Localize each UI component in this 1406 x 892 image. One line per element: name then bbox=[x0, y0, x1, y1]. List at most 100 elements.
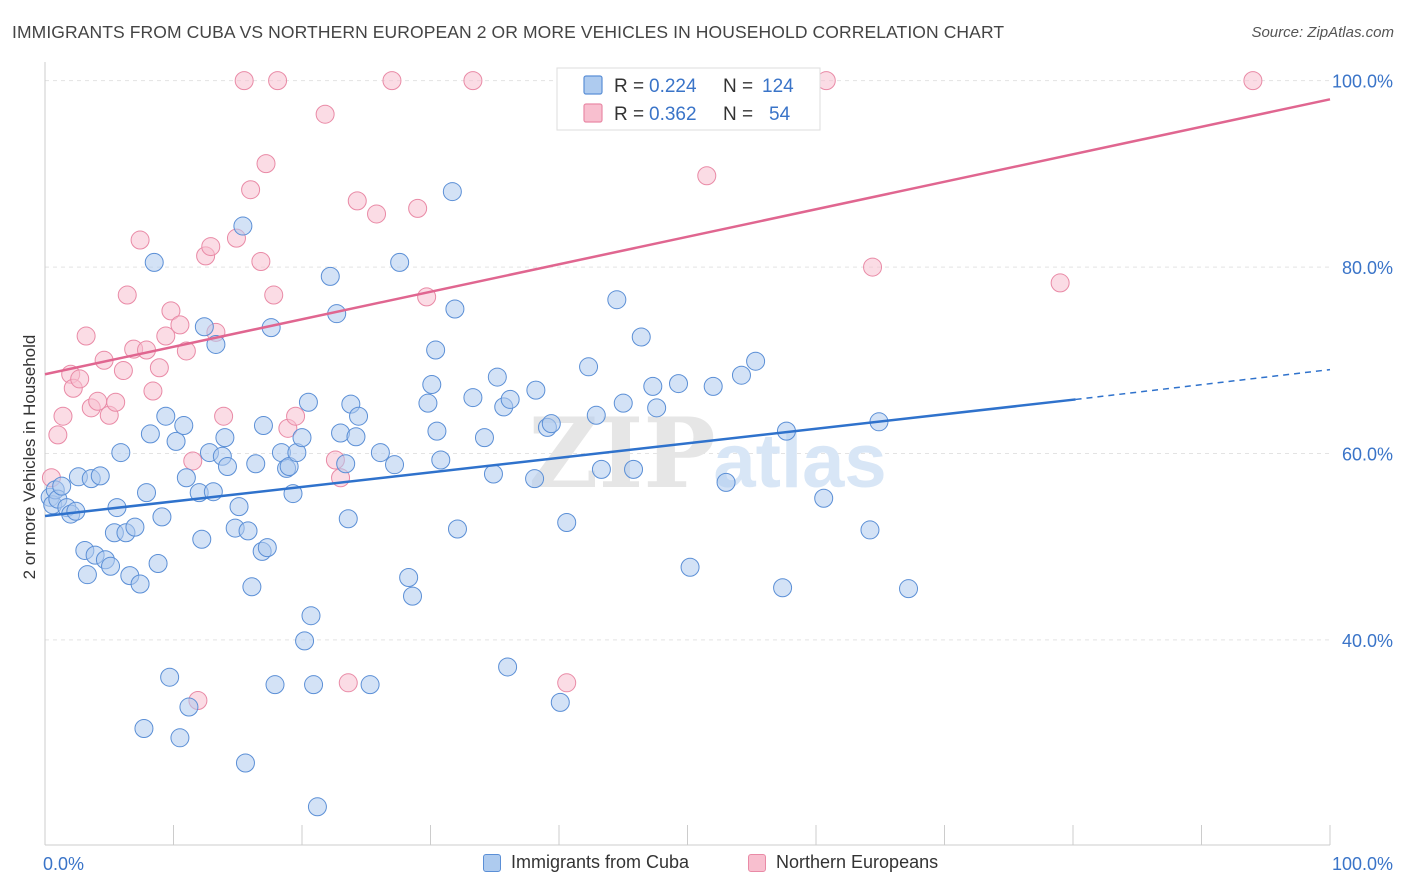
cuba-point bbox=[125, 517, 145, 537]
northern-europeans-point bbox=[183, 451, 203, 471]
legend-n-label-cuba: N = bbox=[723, 76, 753, 97]
northern-europeans-point bbox=[170, 315, 190, 335]
cuba-point bbox=[550, 692, 570, 712]
northern-europeans-point bbox=[408, 198, 428, 218]
cuba-point bbox=[773, 578, 793, 598]
y-tick-label: 60.0% bbox=[1342, 445, 1393, 465]
northern-europeans-point bbox=[338, 673, 358, 693]
y-tick-label: 80.0% bbox=[1342, 258, 1393, 278]
legend-swatch-cuba bbox=[583, 75, 603, 95]
cuba-point bbox=[298, 392, 318, 412]
northern-europeans-point bbox=[1050, 273, 1070, 293]
cuba-point bbox=[385, 455, 405, 475]
legend-n-value-cuba: 124 bbox=[762, 76, 794, 97]
cuba-point bbox=[242, 577, 262, 597]
cuba-point bbox=[716, 472, 736, 492]
cuba-point bbox=[899, 579, 919, 599]
cuba-point bbox=[426, 340, 446, 360]
cuba-point bbox=[483, 464, 503, 484]
northern-europeans-point bbox=[863, 257, 883, 277]
cuba-point bbox=[246, 454, 266, 474]
bottom-legend-item-northern-europeans: Northern Europeans bbox=[748, 852, 938, 873]
cuba-point bbox=[586, 405, 606, 425]
gridlines bbox=[45, 80, 1330, 641]
northern-europeans-point bbox=[241, 180, 261, 200]
cuba-point bbox=[525, 469, 545, 489]
cuba-point bbox=[860, 520, 880, 540]
northern-europeans-point bbox=[557, 673, 577, 693]
cuba-point bbox=[445, 299, 465, 319]
cuba-trend-line bbox=[44, 398, 1076, 518]
cuba-point bbox=[498, 657, 518, 677]
cuba-point bbox=[579, 357, 599, 377]
watermark-atlas: atlas bbox=[713, 419, 886, 504]
northern-europeans-point bbox=[161, 301, 181, 321]
cuba-point bbox=[346, 427, 366, 447]
trend-lines bbox=[44, 98, 1331, 518]
cuba-point bbox=[292, 428, 312, 448]
northern-europeans-point bbox=[130, 230, 150, 250]
cuba-point bbox=[338, 509, 358, 529]
cuba-point bbox=[111, 443, 131, 463]
watermark: ZIP atlas bbox=[528, 397, 886, 510]
northern-europeans-point bbox=[113, 361, 133, 381]
cuba-point bbox=[257, 538, 277, 558]
cuba-point bbox=[403, 586, 423, 606]
x-tick-label: 100.0% bbox=[1332, 854, 1393, 874]
northern-europeans-point bbox=[143, 381, 163, 401]
cuba-trend-extension bbox=[1075, 368, 1331, 401]
cuba-point bbox=[731, 365, 751, 385]
cuba-point bbox=[624, 459, 644, 479]
cuba-point bbox=[557, 512, 577, 532]
cuba-point bbox=[52, 476, 72, 496]
cuba-point bbox=[680, 557, 700, 577]
northern-europeans-point bbox=[315, 104, 335, 124]
cuba-point bbox=[360, 675, 380, 695]
stats-legend: R = 0.224 N = 124 R = 0.362 N = 54 bbox=[556, 67, 821, 131]
northern-europeans-point bbox=[176, 341, 196, 361]
cuba-point bbox=[156, 406, 176, 426]
cuba-point bbox=[336, 454, 356, 474]
cuba-point bbox=[541, 414, 561, 434]
cuba-point bbox=[137, 483, 157, 503]
bottom-legend: Immigrants from Cuba Northern Europeans bbox=[0, 852, 1406, 878]
cuba-point bbox=[320, 266, 340, 286]
cuba-point bbox=[349, 406, 369, 426]
northern-europeans-point bbox=[53, 406, 73, 426]
cuba-point bbox=[703, 376, 723, 396]
tick-labels: 40.0% 60.0% 80.0% 100.0% 0.0% 100.0% bbox=[43, 72, 1393, 874]
northern-europeans-point bbox=[347, 191, 367, 211]
cuba-point bbox=[422, 375, 442, 395]
cuba-point bbox=[526, 380, 546, 400]
cuba-point bbox=[613, 393, 633, 413]
northern-europeans-point bbox=[1243, 71, 1263, 91]
bottom-legend-swatch-northern-europeans bbox=[748, 853, 766, 872]
cuba-point bbox=[179, 697, 199, 717]
northern-europeans-point bbox=[201, 237, 221, 257]
cuba-point bbox=[130, 574, 150, 594]
cuba-point bbox=[500, 389, 520, 409]
cuba-point bbox=[814, 488, 834, 508]
legend-r-label-ne: R = bbox=[614, 104, 644, 125]
x-tick-label: 0.0% bbox=[43, 854, 84, 874]
cuba-point bbox=[431, 450, 451, 470]
northern-europeans-point bbox=[149, 358, 169, 378]
northern-europeans-point bbox=[256, 154, 276, 174]
northern-europeans-point bbox=[251, 251, 271, 271]
cuba-point bbox=[77, 565, 97, 585]
cuba-point bbox=[144, 252, 164, 272]
northern-europeans-point bbox=[234, 71, 254, 91]
cuba-point bbox=[746, 351, 766, 371]
cuba-point bbox=[265, 675, 285, 695]
cuba-point bbox=[235, 753, 255, 773]
cuba-point bbox=[148, 553, 168, 573]
northern-europeans-point bbox=[286, 406, 306, 426]
northern-europeans-point bbox=[106, 392, 126, 412]
cuba-point bbox=[140, 424, 160, 444]
cuba-point bbox=[253, 416, 273, 436]
bottom-legend-label-northern-europeans: Northern Europeans bbox=[776, 852, 939, 872]
cuba-point bbox=[591, 459, 611, 479]
cuba-point bbox=[607, 290, 627, 310]
northern-europeans-point bbox=[156, 326, 176, 346]
